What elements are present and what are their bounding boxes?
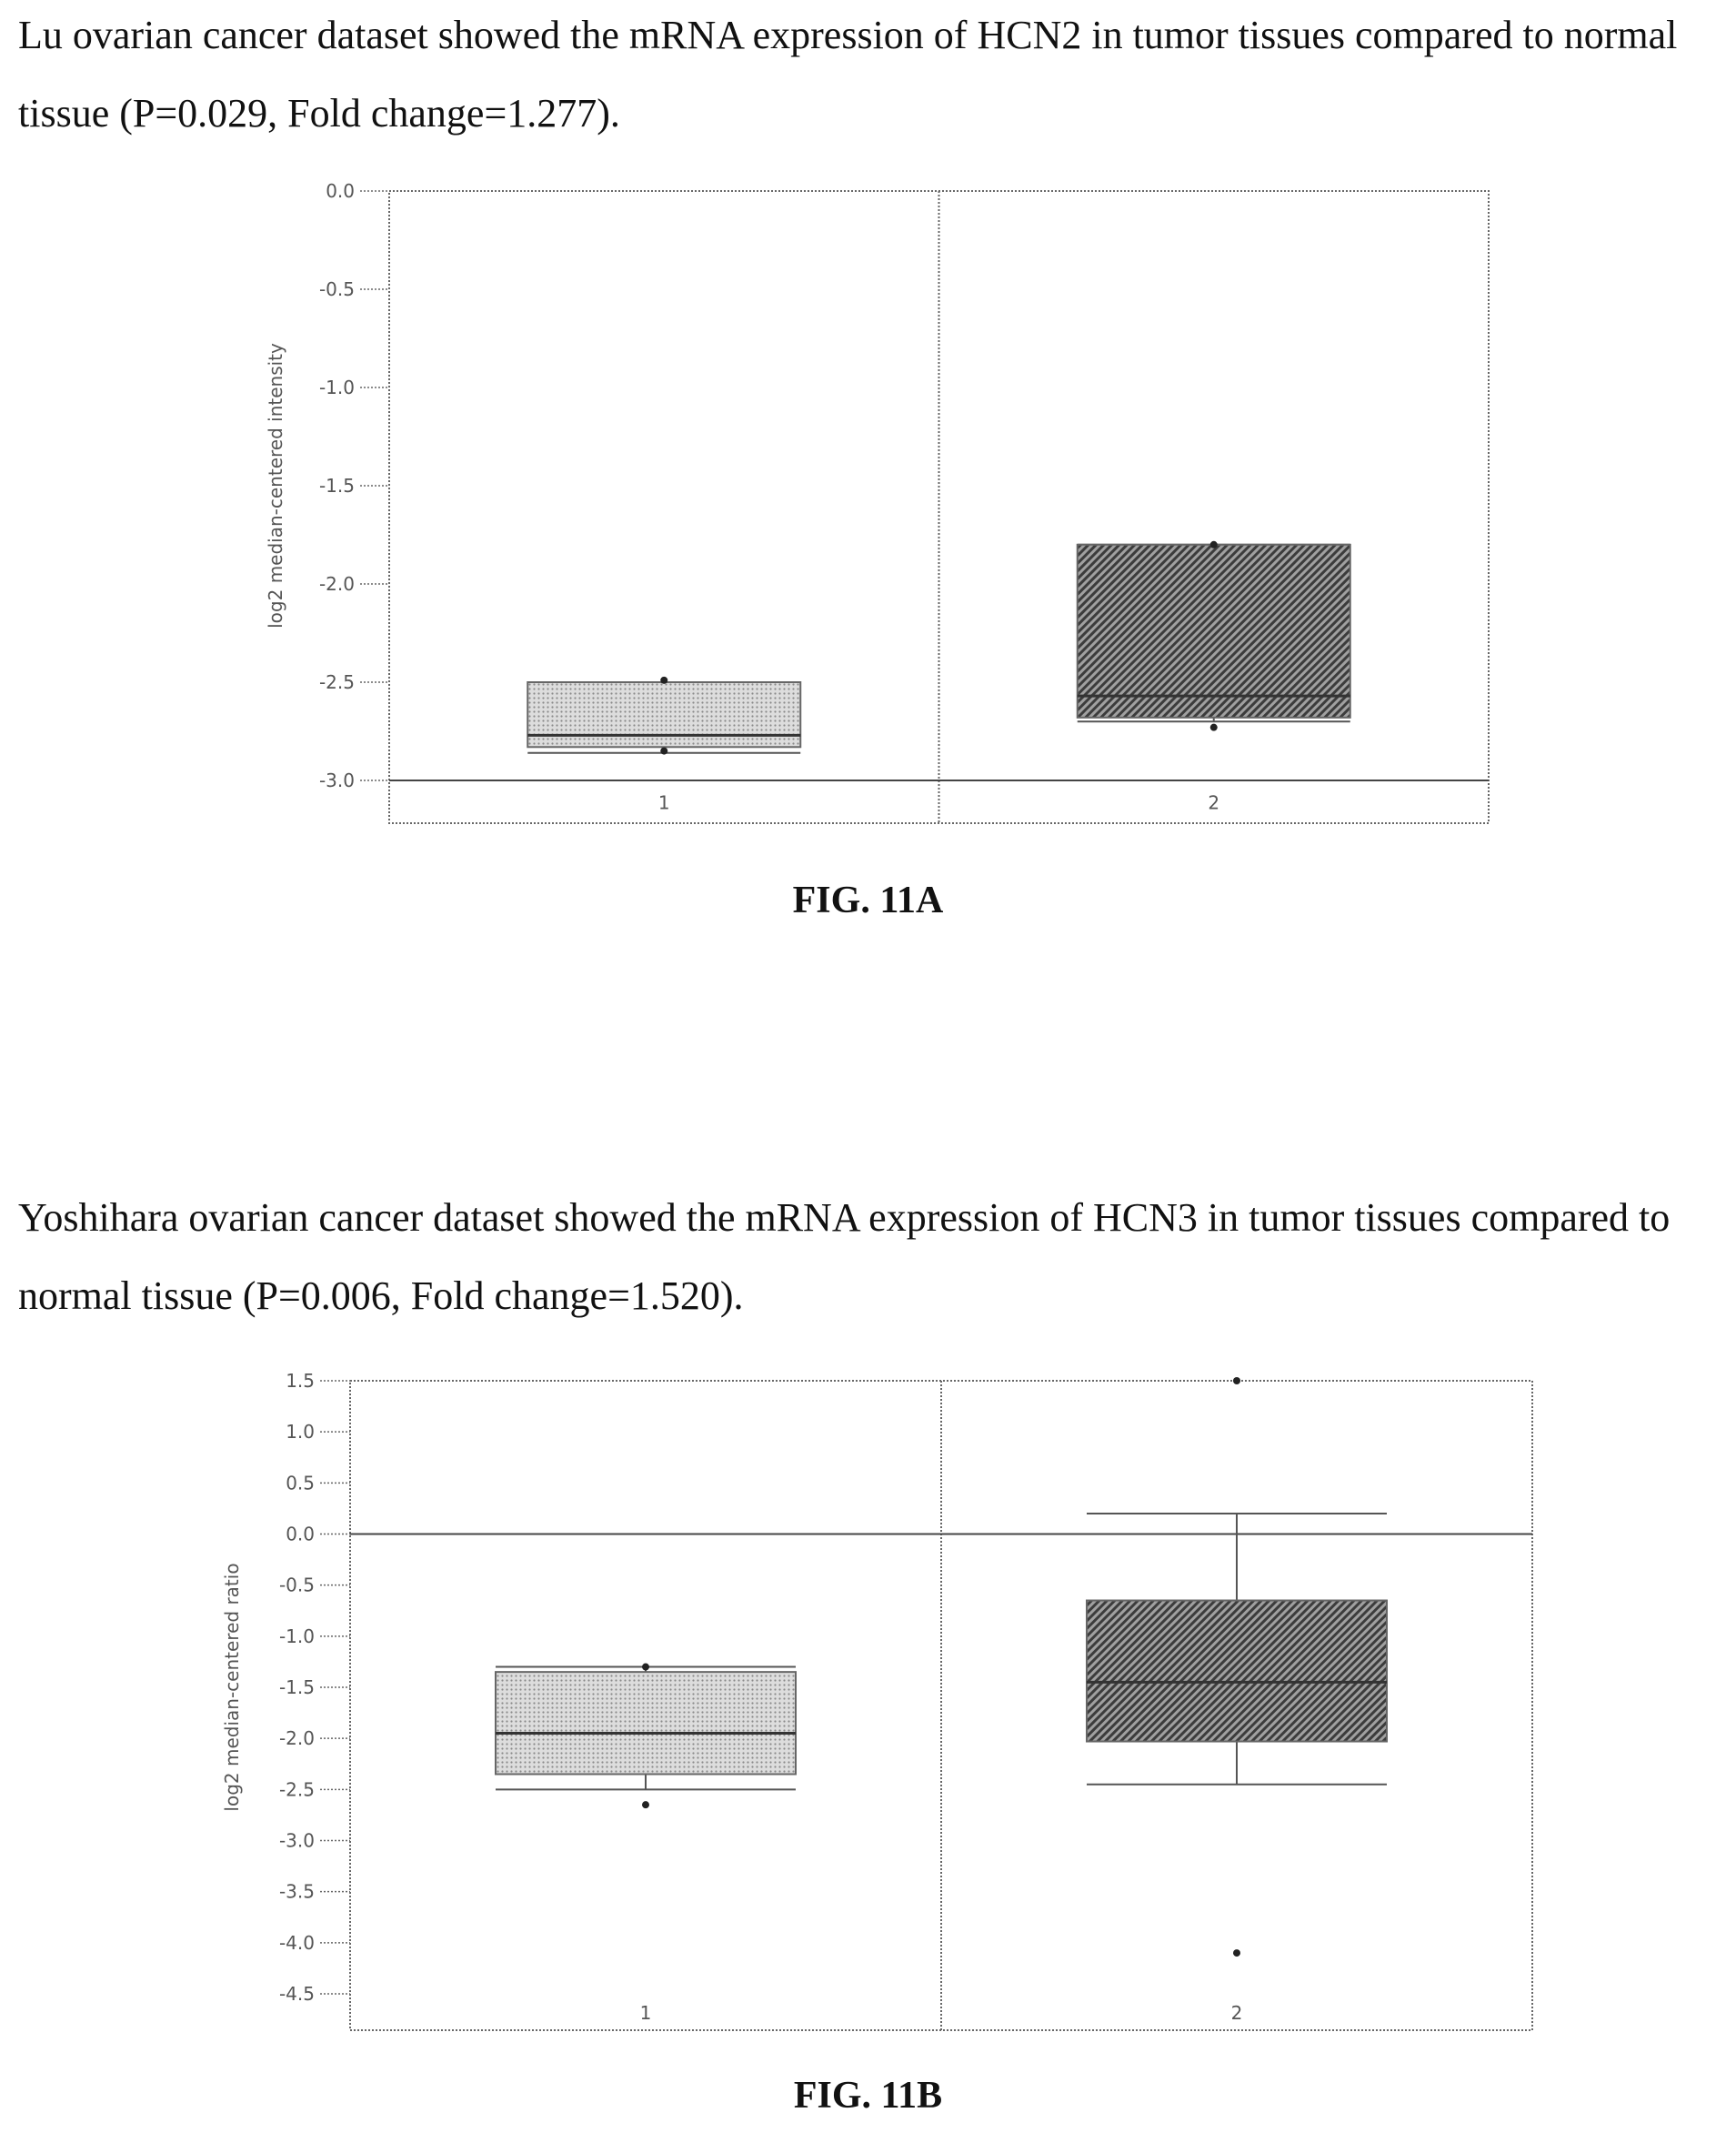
- y-tick-label: -4.5: [279, 1983, 315, 2005]
- y-tick-label: -2.0: [319, 573, 355, 595]
- box-group-1: [495, 1671, 797, 1776]
- y-tick-label: -2.5: [319, 671, 355, 693]
- y-tick-label: 0.0: [286, 1524, 315, 1545]
- outlier-point: [1233, 1949, 1240, 1957]
- y-tick-label: 0.0: [326, 180, 355, 202]
- y-tick-label: -0.5: [319, 278, 355, 300]
- outlier-point: [1209, 540, 1218, 548]
- y-tick-label: -1.0: [279, 1625, 315, 1647]
- y-tick-label: -0.5: [279, 1575, 315, 1596]
- figure-caption-11b: FIG. 11B: [793, 2075, 943, 2117]
- outlier-point: [642, 1663, 649, 1671]
- outlier-point: [1209, 723, 1218, 731]
- y-axis-label: log2 median-centered intensity: [265, 343, 286, 629]
- box-plot-fig-11a: 0.0 -0.5 -1.0 -1.5 -2.0 -2.5 -3.0 log2 median-c…: [265, 180, 1490, 824]
- outlier-point: [642, 1801, 649, 1809]
- x-tick-label: 2: [1208, 792, 1219, 814]
- intro-paragraph-b: Yoshihara ovarian cancer dataset showed …: [18, 1195, 1671, 1318]
- x-tick-label: 2: [1231, 2002, 1243, 2024]
- y-tick-label: -1.5: [279, 1676, 315, 1698]
- y-tick-label: -3.0: [319, 770, 355, 791]
- figure-caption-11a: FIG. 11A: [792, 880, 944, 921]
- y-tick-label: -3.0: [279, 1830, 315, 1852]
- intro-paragraph-a: Lu ovarian cancer dataset showed the mRN…: [18, 13, 1678, 136]
- y-tick-label: -3.5: [279, 1881, 315, 1903]
- y-axis-label: log2 median-centered ratio: [221, 1563, 243, 1811]
- y-tick-label: -4.0: [279, 1932, 315, 1954]
- box-plot-fig-11b: 1.5 1.0 0.5 0.0 -0.5 -1.0 -1.5 -2.0 -2.5 -3.0 -3.5…: [221, 1370, 1533, 2031]
- y-tick-label: 0.5: [286, 1472, 315, 1494]
- box-group-2: [1086, 1599, 1388, 1743]
- x-tick-label: 1: [658, 792, 670, 814]
- outlier-point: [660, 676, 668, 684]
- box-group-1: [527, 681, 802, 749]
- outlier-point: [660, 747, 668, 755]
- y-tick-label: 1.0: [286, 1421, 315, 1443]
- x-tick-label: 1: [640, 2002, 652, 2024]
- y-tick-label: 1.5: [286, 1370, 315, 1392]
- y-tick-label: -2.5: [279, 1778, 315, 1800]
- y-tick-label: -2.0: [279, 1727, 315, 1749]
- y-tick-label: -1.5: [319, 475, 355, 497]
- y-tick-label: -1.0: [319, 377, 355, 398]
- box-group-2: [1076, 543, 1351, 719]
- outlier-point: [1233, 1377, 1240, 1384]
